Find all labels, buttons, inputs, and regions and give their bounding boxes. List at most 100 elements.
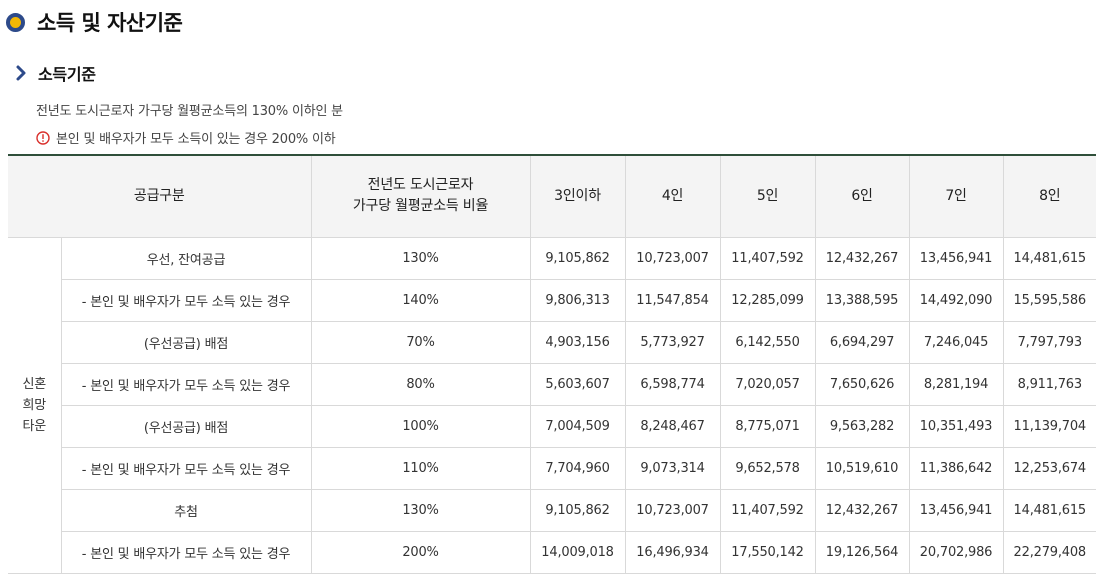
income-value-cell: 7,004,509 bbox=[529, 405, 626, 448]
income-value-cell: 8,281,194 bbox=[908, 363, 1004, 406]
row-ratio: 130% bbox=[310, 489, 531, 532]
header-col-6: 6인 bbox=[814, 154, 910, 238]
income-value-cell: 12,253,674 bbox=[1002, 447, 1097, 490]
income-value-cell: 9,806,313 bbox=[529, 279, 626, 322]
income-value-cell: 10,351,493 bbox=[908, 405, 1004, 448]
table-body: 신혼 희망 타운 우선, 잔여공급 130% 9,105,862 10,723,007 11,… bbox=[8, 237, 1097, 574]
income-note: 본인 및 배우자가 모두 소득이 있는 경우 200% 이하 bbox=[36, 128, 336, 147]
income-value-cell: 11,139,704 bbox=[1002, 405, 1097, 448]
header-supply-type: 공급구분 bbox=[8, 154, 312, 238]
income-value-cell: 7,246,045 bbox=[908, 321, 1004, 364]
header-col-8: 8인 bbox=[1002, 154, 1097, 238]
income-value-cell: 6,598,774 bbox=[624, 363, 721, 406]
income-value-cell: 22,279,408 bbox=[1002, 531, 1097, 574]
page-title-row: 소득 및 자산기준 bbox=[6, 8, 183, 36]
income-value-cell: 7,704,960 bbox=[529, 447, 626, 490]
row-label: - 본인 및 배우자가 모두 소득 있는 경우 bbox=[60, 279, 312, 322]
warning-circle-icon bbox=[36, 130, 50, 145]
income-value-cell: 11,547,854 bbox=[624, 279, 721, 322]
row-ratio: 70% bbox=[310, 321, 531, 364]
header-income-ratio: 전년도 도시근로자 가구당 월평균소득 비율 bbox=[310, 154, 531, 238]
income-value-cell: 6,142,550 bbox=[719, 321, 816, 364]
header-col-4: 4인 bbox=[624, 154, 721, 238]
table-row: - 본인 및 배우자가 모두 소득 있는 경우 140% 9,806,313 11,5… bbox=[8, 279, 1097, 322]
title-bullet-icon bbox=[6, 12, 25, 32]
income-value-cell: 5,773,927 bbox=[624, 321, 721, 364]
section-heading-row: 소득기준 bbox=[12, 62, 96, 84]
group-label-line: 신혼 bbox=[22, 376, 47, 392]
row-label: (우선공급) 배점 bbox=[60, 405, 312, 448]
income-value-cell: 11,407,592 bbox=[719, 489, 816, 532]
income-value-cell: 13,388,595 bbox=[814, 279, 910, 322]
income-table: 공급구분 전년도 도시근로자 가구당 월평균소득 비율 3인이하 4인 5인 6… bbox=[8, 154, 1097, 574]
income-value-cell: 19,126,564 bbox=[814, 531, 910, 574]
income-value-cell: 14,481,615 bbox=[1002, 489, 1097, 532]
income-value-cell: 12,285,099 bbox=[719, 279, 816, 322]
income-value-cell: 9,105,862 bbox=[529, 489, 626, 532]
row-ratio: 80% bbox=[310, 363, 531, 406]
income-value-cell: 7,020,057 bbox=[719, 363, 816, 406]
income-value-cell: 9,563,282 bbox=[814, 405, 910, 448]
income-value-cell: 13,456,941 bbox=[908, 489, 1004, 532]
header-col-7: 7인 bbox=[908, 154, 1004, 238]
header-col-3: 3인이하 bbox=[529, 154, 626, 238]
table-row: - 본인 및 배우자가 모두 소득 있는 경우 200% 14,009,018 16,… bbox=[8, 531, 1097, 574]
row-label: - 본인 및 배우자가 모두 소득 있는 경우 bbox=[60, 447, 312, 490]
row-label: (우선공급) 배점 bbox=[60, 321, 312, 364]
income-value-cell: 14,481,615 bbox=[1002, 237, 1097, 280]
table-row: (우선공급) 배점 100% 7,004,509 8,248,467 8,775,071… bbox=[8, 405, 1097, 448]
income-value-cell: 4,903,156 bbox=[529, 321, 626, 364]
income-value-cell: 9,073,314 bbox=[624, 447, 721, 490]
income-value-cell: 11,407,592 bbox=[719, 237, 816, 280]
income-value-cell: 14,492,090 bbox=[908, 279, 1004, 322]
income-value-cell: 12,432,267 bbox=[814, 237, 910, 280]
income-value-cell: 7,650,626 bbox=[814, 363, 910, 406]
income-value-cell: 6,694,297 bbox=[814, 321, 910, 364]
row-ratio: 130% bbox=[310, 237, 531, 280]
row-ratio: 100% bbox=[310, 405, 531, 448]
income-value-cell: 12,432,267 bbox=[814, 489, 910, 532]
group-label-line: 타운 bbox=[22, 418, 47, 434]
income-note-text: 본인 및 배우자가 모두 소득이 있는 경우 200% 이하 bbox=[56, 132, 336, 147]
row-label: - 본인 및 배우자가 모두 소득 있는 경우 bbox=[60, 363, 312, 406]
income-value-cell: 10,723,007 bbox=[624, 489, 721, 532]
table-row: (우선공급) 배점 70% 4,903,156 5,773,927 6,142,550 6… bbox=[8, 321, 1097, 364]
row-label: - 본인 및 배우자가 모두 소득 있는 경우 bbox=[60, 531, 312, 574]
income-value-cell: 8,911,763 bbox=[1002, 363, 1097, 406]
income-value-cell: 9,652,578 bbox=[719, 447, 816, 490]
income-value-cell: 16,496,934 bbox=[624, 531, 721, 574]
income-value-cell: 13,456,941 bbox=[908, 237, 1004, 280]
income-value-cell: 14,009,018 bbox=[529, 531, 626, 574]
row-label: 추첨 bbox=[60, 489, 312, 532]
row-ratio: 200% bbox=[310, 531, 531, 574]
header-col-5: 5인 bbox=[719, 154, 816, 238]
row-label: 우선, 잔여공급 bbox=[60, 237, 312, 280]
income-value-cell: 10,519,610 bbox=[814, 447, 910, 490]
income-value-cell: 9,105,862 bbox=[529, 237, 626, 280]
income-value-cell: 8,248,467 bbox=[624, 405, 721, 448]
row-ratio: 140% bbox=[310, 279, 531, 322]
income-description: 전년도 도시근로자 가구당 월평균소득의 130% 이하인 분 bbox=[36, 104, 343, 119]
section-heading: 소득기준 bbox=[38, 65, 96, 84]
table-row: 추첨 130% 9,105,862 10,723,007 11,407,592 12,43… bbox=[8, 489, 1097, 532]
row-ratio: 110% bbox=[310, 447, 531, 490]
income-value-cell: 7,797,793 bbox=[1002, 321, 1097, 364]
header-income-ratio-line1: 전년도 도시근로자 bbox=[367, 177, 474, 194]
chevron-right-icon bbox=[16, 65, 26, 81]
income-value-cell: 8,775,071 bbox=[719, 405, 816, 448]
table-header-row: 공급구분 전년도 도시근로자 가구당 월평균소득 비율 3인이하 4인 5인 6… bbox=[8, 154, 1097, 238]
table-row: - 본인 및 배우자가 모두 소득 있는 경우 80% 5,603,607 6,598… bbox=[8, 363, 1097, 406]
page-title: 소득 및 자산기준 bbox=[37, 11, 183, 35]
income-value-cell: 5,603,607 bbox=[529, 363, 626, 406]
group-label-line: 희망 bbox=[22, 397, 47, 413]
income-value-cell: 17,550,142 bbox=[719, 531, 816, 574]
income-value-cell: 10,723,007 bbox=[624, 237, 721, 280]
table-row: - 본인 및 배우자가 모두 소득 있는 경우 110% 7,704,960 9,07… bbox=[8, 447, 1097, 490]
table-row: 신혼 희망 타운 우선, 잔여공급 130% 9,105,862 10,723,007 11,… bbox=[8, 237, 1097, 574]
header-income-ratio-line2: 가구당 월평균소득 비율 bbox=[352, 198, 489, 215]
income-value-cell: 11,386,642 bbox=[908, 447, 1004, 490]
income-value-cell: 15,595,586 bbox=[1002, 279, 1097, 322]
income-value-cell: 20,702,986 bbox=[908, 531, 1004, 574]
